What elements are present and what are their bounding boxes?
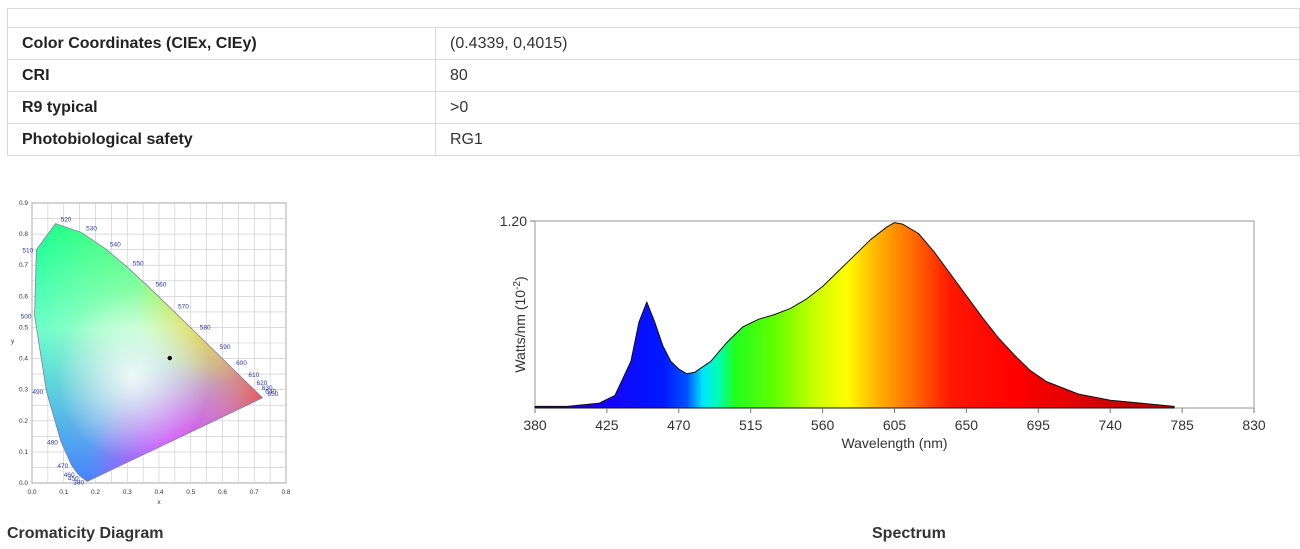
y-axis-label-main: Watts/nm (10 [512, 290, 528, 373]
y-tick-label: 0.7 [19, 262, 28, 269]
x-tick-label: 515 [739, 417, 763, 433]
wavelength-label: 520 [61, 217, 72, 224]
y-axis-label-close: ) [512, 276, 528, 281]
row-label: Photobiological safety [7, 123, 436, 156]
x-tick-label: 785 [1170, 417, 1194, 433]
y-tick-label: 0.4 [19, 356, 28, 363]
specifications-table: Color Coordinates (CIEx, CIEy) (0.4339, … [7, 8, 1300, 156]
wavelength-label: 380 [73, 479, 84, 486]
wavelength-label: 530 [86, 225, 97, 232]
wavelength-label: 490 [32, 389, 43, 396]
table-row: CRI 80 [7, 59, 1300, 92]
spectrum-caption: Spectrum [872, 525, 946, 542]
row-label: R9 typical [7, 91, 436, 124]
wavelength-label: 570 [178, 303, 189, 310]
x-tick-label: 605 [883, 417, 907, 433]
color-coordinate-point [167, 355, 172, 361]
row-value: (0.4339, 0,4015) [435, 27, 1300, 60]
row-label: Color Coordinates (CIEx, CIEy) [7, 27, 436, 60]
x-tick-label: 650 [955, 417, 979, 433]
row-value: >0 [435, 91, 1300, 124]
x-tick-label: 830 [1242, 417, 1265, 433]
y-tick-label: 0.5 [19, 324, 28, 331]
y-tick-label: 0.6 [19, 293, 28, 300]
table-row: Photobiological safety RG1 [7, 123, 1300, 156]
x-tick-label: 695 [1027, 417, 1051, 433]
wavelength-label: 550 [133, 261, 144, 268]
x-tick-label: 0.7 [250, 489, 259, 496]
wavelength-label: 500 [21, 313, 32, 320]
x-tick-label: 740 [1099, 417, 1123, 433]
wavelength-label: 640 [265, 389, 276, 396]
row-value: RG1 [435, 123, 1300, 156]
y-tick-label: 0.3 [19, 387, 28, 394]
table-header-spacer [7, 8, 1300, 28]
wavelength-label: 590 [220, 344, 231, 351]
wavelength-label: 480 [47, 440, 58, 447]
y-tick-label: 0.1 [19, 449, 28, 456]
table-row: R9 typical >0 [7, 91, 1300, 124]
x-tick-label: 0.4 [154, 489, 163, 496]
wavelength-label: 650 [268, 391, 279, 398]
y-axis-label: Watts/nm (10-2) [512, 276, 528, 372]
chromaticity-diagram: 520 530 540 550 560 570 580 590 6006106206306406… [11, 200, 291, 506]
y-tick-label: 0.2 [19, 418, 28, 425]
wavelength-label: 620 [257, 380, 268, 387]
x-tick-label: 0.8 [281, 489, 290, 496]
x-tick-label: 470 [667, 417, 691, 433]
x-axis-label: x [157, 499, 161, 506]
table-row: Color Coordinates (CIEx, CIEy) (0.4339, … [7, 27, 1300, 60]
row-value: 80 [435, 59, 1300, 92]
wavelength-label: 630 [262, 385, 273, 392]
y-axis-label: y [11, 338, 15, 345]
spectrum-chart: 380 425 470 515 560 605 650 695 740 785 830 1.20 Wav… [500, 213, 1265, 451]
wavelength-label: 470 [57, 463, 68, 470]
wavelength-label: 460 [64, 472, 75, 479]
spectrum-area [534, 222, 1175, 409]
wavelength-label: 600 [236, 360, 247, 367]
x-tick-label: 0.5 [186, 489, 195, 496]
y-tick-label: 0.0 [19, 480, 28, 487]
spectral-locus [34, 223, 264, 482]
wavelength-label: 510 [22, 248, 33, 255]
wavelength-label: 580 [200, 325, 211, 332]
y-axis-label-exponent: -2 [512, 281, 523, 290]
x-tick-label: 0.1 [59, 489, 68, 496]
y-tick-label: 0.9 [19, 200, 28, 207]
y-tick-label: 0.8 [19, 231, 28, 238]
x-axis-label: Wavelength (nm) [841, 435, 947, 451]
x-tick-label: 380 [523, 417, 547, 433]
x-tick-label: 0.0 [27, 489, 36, 496]
chromaticity-caption: Cromaticity Diagram [7, 525, 164, 542]
wavelength-label: 610 [248, 372, 259, 379]
x-tick-label: 0.3 [123, 489, 132, 496]
x-tick-label: 0.2 [91, 489, 100, 496]
x-tick-label: 0.6 [218, 489, 227, 496]
y-tick-label: 1.20 [500, 213, 527, 229]
x-tick-label: 560 [811, 417, 835, 433]
wavelength-label: 560 [155, 282, 166, 289]
row-label: CRI [7, 59, 436, 92]
x-tick-label: 425 [595, 417, 619, 433]
wavelength-label: 540 [110, 241, 121, 248]
wavelength-label: 450 [68, 475, 79, 482]
